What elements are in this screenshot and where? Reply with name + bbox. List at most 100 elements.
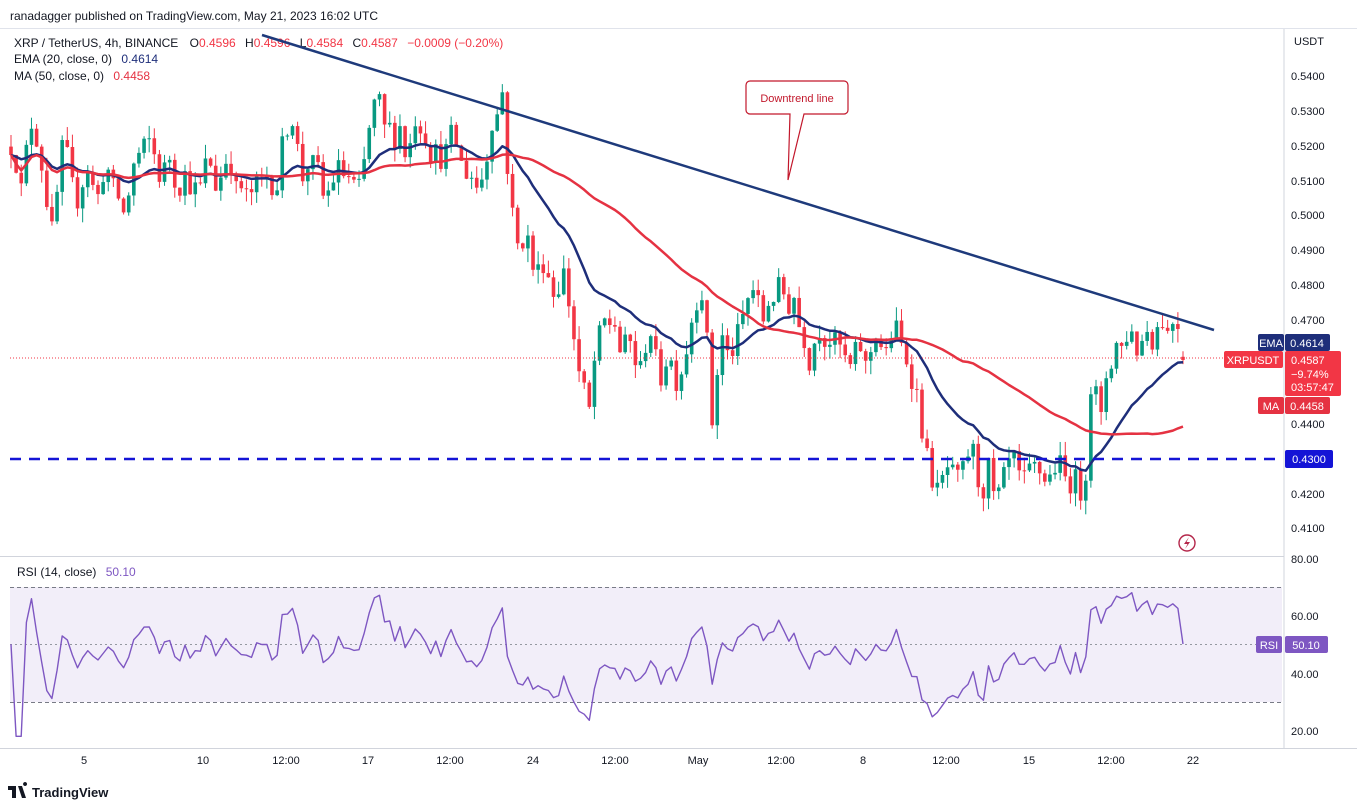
downtrend-line[interactable]	[261, 33, 1215, 332]
candle-body	[45, 170, 49, 207]
rsi-tick: 80.00	[1291, 554, 1319, 566]
candle-body	[520, 243, 525, 249]
branding-text: TradingView	[32, 785, 109, 800]
candle-body	[654, 336, 658, 350]
candle-body	[694, 310, 699, 323]
candle-body	[1002, 467, 1006, 488]
candle-body	[587, 382, 592, 407]
rsi-tick: 60.00	[1291, 611, 1319, 623]
candle-body	[602, 318, 607, 326]
candle-body	[822, 338, 827, 347]
candle-body	[311, 155, 315, 170]
rsi-line	[10, 592, 1184, 737]
candle-body	[991, 457, 996, 492]
price-tick: 0.4400	[1291, 419, 1325, 431]
symbol-legend: XRP / TetherUS, 4h, BINANCE O0.4596 H0.4…	[14, 36, 503, 83]
candle-body	[418, 126, 423, 134]
symbol-title: XRP / TetherUS, 4h, BINANCE	[14, 36, 178, 50]
candle-body	[858, 341, 863, 352]
candle-body	[1037, 461, 1042, 474]
candle-body	[142, 138, 146, 153]
candle-body	[285, 135, 290, 137]
candle-body	[398, 126, 402, 150]
candle-body	[1109, 368, 1114, 379]
rsi-badge: RSI 50.10	[1256, 636, 1328, 653]
candle-body	[485, 161, 489, 180]
candle-body	[766, 305, 771, 322]
candle-body	[648, 336, 653, 353]
candle-body	[459, 145, 464, 161]
candle-body	[899, 320, 904, 343]
candle-body	[863, 351, 868, 361]
candle-body	[536, 264, 540, 270]
candle-body	[321, 162, 325, 196]
candle-body	[280, 136, 285, 191]
candle-body	[464, 160, 469, 179]
price-axis: USDT 0.5400 0.5300 0.5200 0.5100 0.5000 …	[1291, 36, 1325, 535]
time-tick: 12:00	[767, 755, 795, 767]
candle-body	[1140, 340, 1144, 356]
candle-body	[500, 92, 505, 115]
candle-body	[874, 339, 878, 353]
candle-body	[91, 172, 95, 185]
candle-body	[761, 295, 766, 322]
ma-badge-value: 0.4458	[1290, 401, 1324, 413]
ma-tag: MA	[1263, 401, 1280, 413]
candle-body	[96, 184, 100, 195]
candle-body	[597, 325, 602, 361]
symbol-tag-bg	[1224, 351, 1283, 368]
candle-body	[326, 190, 331, 196]
candle-body	[638, 361, 643, 366]
candle-body	[65, 140, 70, 148]
candle-body	[746, 298, 750, 314]
candle-body	[341, 160, 346, 177]
rsi-legend: RSI (14, close) 50.10	[17, 565, 136, 579]
lightning-icon[interactable]	[1178, 534, 1196, 552]
candle-body	[848, 355, 853, 365]
candle-body	[725, 335, 730, 351]
candle-body	[152, 138, 157, 155]
ema-badge-value: 0.4614	[1290, 338, 1324, 350]
candle-body	[121, 198, 126, 213]
price-tick: 0.4900	[1291, 245, 1325, 257]
candle-body	[1099, 386, 1103, 413]
svg-text:XRP / TetherUS, 4h, BINANCE: XRP / TetherUS, 4h, BINANCE O0.4596 H0.4…	[14, 36, 503, 50]
candle-body	[1058, 455, 1062, 473]
candle-body	[449, 124, 453, 145]
candle-body	[1053, 472, 1057, 475]
candle-body	[541, 264, 546, 274]
candle-body	[782, 277, 786, 295]
support-badge: 0.4300	[1285, 450, 1333, 468]
candle-body	[1119, 342, 1124, 346]
candle-body	[29, 128, 34, 145]
downtrend-callout[interactable]: Downtrend line	[745, 80, 849, 181]
time-tick: 8	[860, 755, 866, 767]
price-tick: 0.5100	[1291, 176, 1325, 188]
candle-body	[362, 159, 366, 179]
price-tick: 0.4100	[1291, 523, 1325, 535]
ma-badge: MA 0.4458	[1258, 397, 1330, 414]
candle-body	[751, 290, 755, 299]
candle-body	[1170, 324, 1175, 331]
candle-body	[1094, 386, 1098, 395]
candle-body	[741, 313, 745, 325]
candle-body	[577, 339, 581, 372]
candle-body	[1068, 476, 1073, 494]
price-tick: 0.4700	[1291, 315, 1325, 327]
time-tick: 12:00	[601, 755, 629, 767]
candle-body	[249, 189, 254, 193]
candle-body	[1022, 470, 1027, 472]
candle-body	[1176, 324, 1180, 329]
candle-body	[193, 182, 198, 195]
candle-body	[730, 350, 735, 357]
ema-tag: EMA	[1259, 338, 1284, 350]
candle-body	[802, 327, 807, 349]
candle-body	[623, 334, 627, 353]
candle-body	[433, 144, 438, 163]
candle-body	[1017, 451, 1022, 471]
candle-body	[510, 173, 515, 208]
candle-body	[643, 352, 648, 362]
candle-body	[869, 352, 873, 361]
candle-body	[444, 144, 448, 169]
candle-body	[300, 143, 305, 182]
